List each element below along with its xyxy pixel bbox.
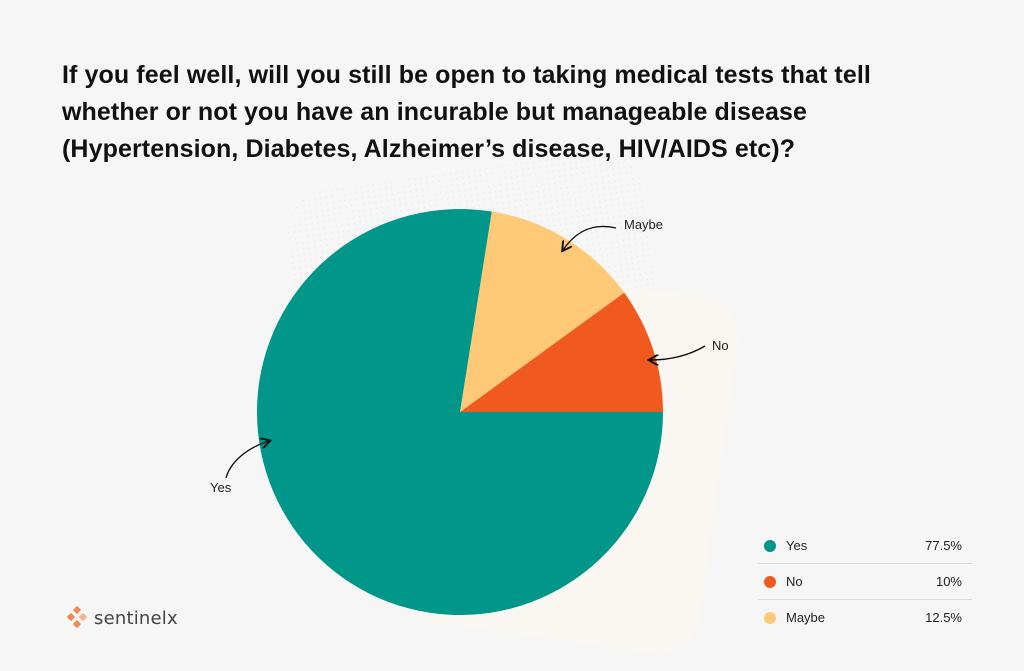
slice-label-maybe: Maybe — [624, 217, 663, 232]
annotation-arrow-maybe — [563, 225, 617, 250]
legend-value-no: 10% — [935, 574, 962, 589]
chart-title: If you feel well, will you still be open… — [62, 61, 871, 163]
slice-label-no: No — [712, 338, 729, 353]
legend-label-yes: Yes — [786, 538, 808, 553]
brand-logo: sentinelx — [66, 604, 178, 632]
legend-row-yes: Yes 77.5% — [758, 528, 972, 564]
legend-swatch-no — [764, 576, 776, 588]
legend: Yes 77.5% No 10% Maybe 12.5% — [758, 528, 972, 635]
legend-row-no: No 10% — [758, 564, 972, 600]
legend-swatch-yes — [764, 540, 776, 552]
legend-label-no: No — [786, 574, 803, 589]
slice-label-yes: Yes — [210, 480, 232, 495]
legend-row-maybe: Maybe 12.5% — [758, 600, 972, 635]
legend-swatch-maybe — [764, 612, 776, 624]
pie-slice-no — [460, 292, 663, 412]
brand-name: sentinelx — [94, 607, 178, 629]
sentinelx-logo-icon — [67, 606, 87, 628]
legend-value-maybe: 12.5% — [925, 610, 962, 625]
pie-slice-yes — [257, 209, 663, 615]
legend-value-yes: 77.5% — [925, 538, 962, 553]
legend-label-maybe: Maybe — [786, 610, 826, 625]
pie-slice-maybe — [460, 211, 625, 412]
annotation-arrow-yes — [225, 441, 269, 479]
annotation-arrow-no — [650, 345, 706, 360]
